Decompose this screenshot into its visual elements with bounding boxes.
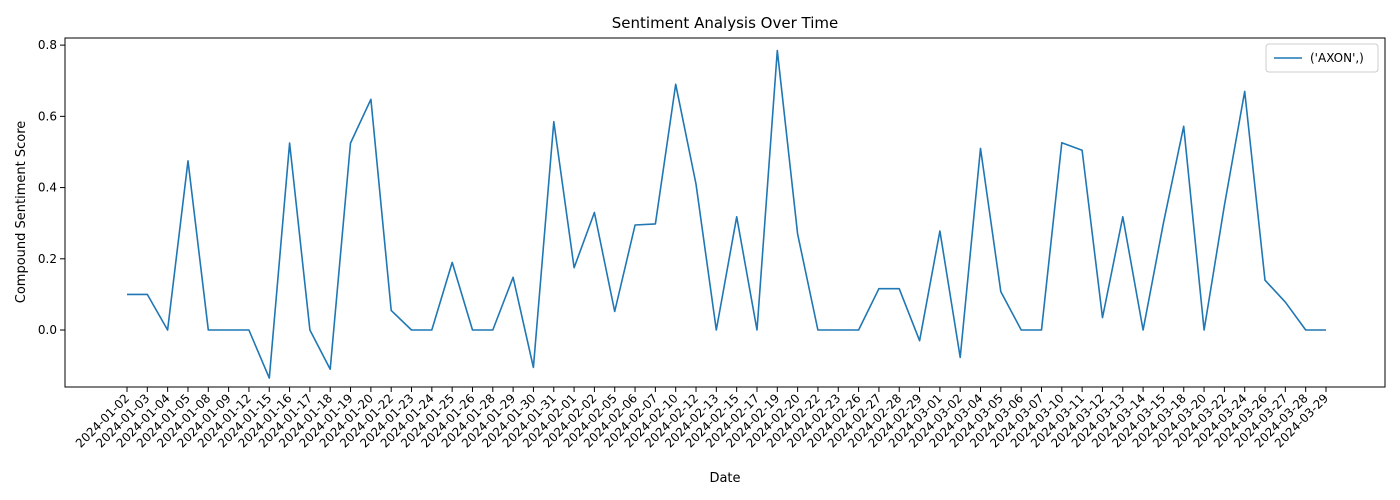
y-tick-label: 0.4 <box>38 181 57 195</box>
x-axis-label: Date <box>709 471 740 486</box>
chart-title: Sentiment Analysis Over Time <box>612 14 838 32</box>
y-tick-label: 0.8 <box>38 38 57 52</box>
y-tick-label: 0.2 <box>38 252 57 266</box>
legend-label: ('AXON',) <box>1310 51 1364 65</box>
legend-box <box>1265 43 1379 73</box>
legend: ('AXON',) <box>1265 43 1379 73</box>
series-line-axon <box>127 49 1326 379</box>
y-axis: 0.0 0.2 0.4 0.6 0.8 <box>38 38 65 337</box>
x-axis: 2024-01-022024-01-032024-01-042024-01-05… <box>73 387 1331 450</box>
y-tick-label: 0.6 <box>38 109 57 123</box>
y-axis-label: Compound Sentiment Score <box>14 121 29 304</box>
plot-area-frame <box>64 37 1386 388</box>
y-tick-label: 0.0 <box>38 323 57 337</box>
